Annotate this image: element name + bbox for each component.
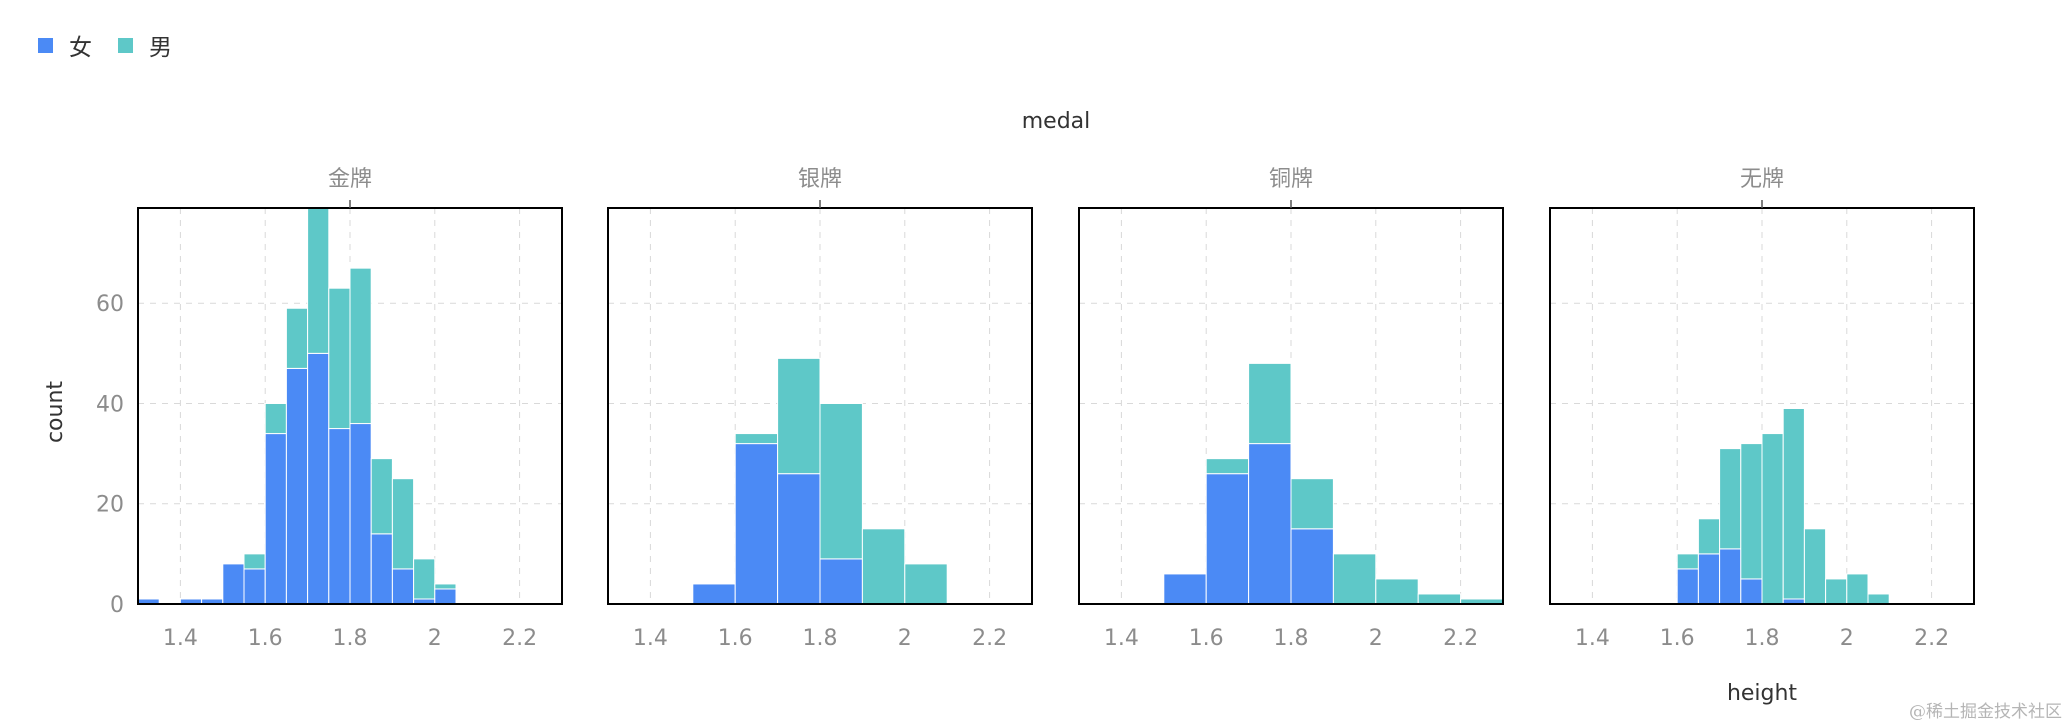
y-tick-label: 20 — [96, 493, 124, 518]
x-tick-label: 1.6 — [1189, 626, 1224, 651]
bar-female — [734, 443, 779, 605]
bar-male — [370, 458, 393, 535]
x-tick-label: 2.2 — [1443, 626, 1478, 651]
bar-male — [285, 307, 309, 369]
bar-female — [1740, 578, 1763, 605]
bar-female — [1248, 443, 1292, 605]
watermark: @稀土掘金技术社区 — [1909, 702, 2062, 722]
panel-title: 银牌 — [798, 167, 842, 192]
x-tick-label: 1.4 — [1104, 626, 1139, 651]
x-tick-label: 2 — [1369, 626, 1383, 651]
bar-female — [264, 433, 287, 605]
bar-female — [1290, 528, 1334, 605]
x-tick-label: 1.8 — [333, 626, 368, 651]
y-tick-label: 60 — [96, 292, 124, 317]
bar-male — [1782, 408, 1805, 600]
bar-male — [1205, 458, 1250, 475]
y-tick-label: 40 — [96, 392, 124, 417]
bar-male — [819, 402, 863, 560]
bar-male — [1332, 553, 1377, 605]
bar-male — [1248, 362, 1292, 445]
x-tick-label: 1.4 — [163, 626, 198, 651]
bar-male — [1846, 573, 1869, 605]
bar-female — [370, 533, 393, 605]
legend-item-male[interactable]: 男 — [118, 28, 172, 62]
bar-male — [328, 287, 351, 430]
bar-female — [819, 558, 863, 605]
x-tick-label: 1.8 — [1274, 626, 1309, 651]
y-tick-label: 0 — [110, 593, 124, 618]
bar-male — [391, 478, 415, 570]
bar-male — [777, 357, 821, 475]
bar-female — [1163, 573, 1207, 605]
facet-title: medal — [1022, 109, 1091, 134]
x-tick-label: 1.6 — [1660, 626, 1695, 651]
bar-female — [328, 428, 351, 605]
panel-title: 铜牌 — [1269, 167, 1313, 192]
bar-male — [1417, 593, 1462, 605]
legend: 女 男 — [38, 28, 198, 62]
bar-female — [307, 352, 330, 605]
bar-female — [243, 568, 266, 605]
bar-male — [434, 583, 457, 590]
bar-male — [1825, 578, 1848, 605]
bar-male — [734, 433, 779, 445]
bar-female — [777, 473, 821, 605]
bar-male — [243, 553, 266, 570]
bar-male — [307, 207, 330, 354]
legend-item-female[interactable]: 女 — [38, 28, 92, 62]
y-axis-label: count — [43, 381, 68, 443]
panel-title: 金牌 — [328, 167, 372, 192]
x-tick-label: 2.2 — [972, 626, 1007, 651]
panel-title: 无牌 — [1740, 167, 1784, 192]
bar-female — [692, 583, 736, 605]
legend-swatch-female — [38, 37, 53, 53]
bar-female — [1205, 473, 1250, 605]
legend-swatch-male — [118, 37, 133, 53]
bar-male — [1676, 553, 1699, 570]
bar-male — [1803, 528, 1827, 605]
bar-female — [349, 423, 372, 605]
x-tick-label: 2 — [898, 626, 912, 651]
x-tick-label: 1.6 — [718, 626, 753, 651]
bar-male — [1761, 433, 1784, 605]
x-tick-label: 2.2 — [502, 626, 537, 651]
x-tick-label: 1.4 — [633, 626, 668, 651]
bar-male — [1375, 578, 1419, 605]
x-tick-label: 2 — [428, 626, 442, 651]
legend-label-female: 女 — [69, 35, 92, 61]
bar-female — [391, 568, 415, 605]
bar-male — [1290, 478, 1334, 530]
legend-label-male: 男 — [149, 35, 172, 61]
bar-female — [1676, 568, 1699, 605]
bar-male — [413, 558, 436, 600]
bar-male — [1697, 518, 1721, 555]
bar-male — [1867, 593, 1890, 605]
x-axis-label: height — [1727, 681, 1797, 706]
bar-male — [264, 402, 287, 435]
x-tick-label: 1.8 — [803, 626, 838, 651]
bar-female — [222, 563, 245, 605]
x-tick-label: 1.4 — [1575, 626, 1610, 651]
bar-male — [1719, 448, 1742, 550]
bar-female — [285, 367, 309, 605]
bar-female — [1697, 553, 1721, 605]
x-tick-label: 1.6 — [248, 626, 283, 651]
bar-male — [904, 563, 948, 605]
bar-male — [1740, 443, 1763, 580]
x-tick-label: 1.8 — [1745, 626, 1780, 651]
bar-female — [434, 588, 457, 605]
x-tick-label: 2.2 — [1914, 626, 1949, 651]
bar-female — [1719, 548, 1742, 605]
bar-male — [349, 267, 372, 425]
x-tick-label: 2 — [1840, 626, 1854, 651]
bar-male — [861, 528, 906, 605]
